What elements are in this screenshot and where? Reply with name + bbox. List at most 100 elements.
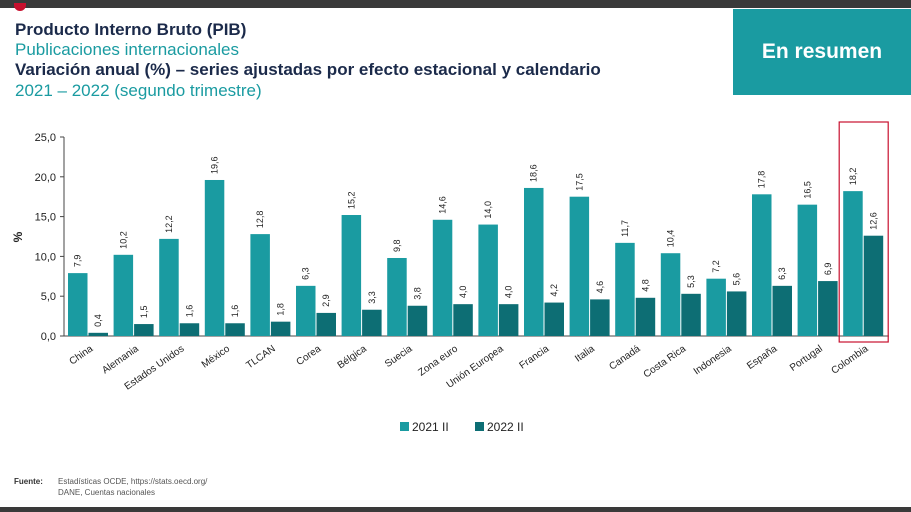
source-label: Fuente: xyxy=(14,477,43,486)
bar-2021 xyxy=(660,253,681,336)
category-label: China xyxy=(67,343,95,367)
data-label: 1,6 xyxy=(184,305,194,318)
category-label: Portugal xyxy=(788,343,825,373)
bar-2021 xyxy=(250,234,270,336)
category-label: TLCAN xyxy=(244,343,277,371)
data-label: 10,4 xyxy=(666,230,676,248)
data-label: 14,0 xyxy=(483,201,493,219)
category-label: México xyxy=(200,343,233,370)
bar-2022 xyxy=(362,309,382,336)
data-label: 4,0 xyxy=(458,286,468,299)
data-label: 12,6 xyxy=(868,212,878,230)
category-label: Corea xyxy=(295,343,324,368)
highlight-box xyxy=(838,121,889,343)
data-label: 9,8 xyxy=(392,239,402,252)
data-label: 12,8 xyxy=(255,211,265,229)
bar-2021 xyxy=(478,224,498,336)
bar-2022 xyxy=(818,281,838,336)
bar-2021 xyxy=(752,194,772,336)
bar-2021 xyxy=(432,219,453,336)
category-label: Canadá xyxy=(607,343,642,372)
bar-2022 xyxy=(270,321,291,336)
data-label: 1,5 xyxy=(139,306,149,319)
data-label: 5,3 xyxy=(686,275,696,288)
page-title: Producto Interno Bruto (PIB) xyxy=(15,20,247,39)
bar-2022 xyxy=(179,323,200,336)
category-label: España xyxy=(745,343,779,372)
bar-2021 xyxy=(204,179,225,336)
data-label: 16,5 xyxy=(802,181,812,199)
bar-2022 xyxy=(863,235,884,336)
source-line-2: DANE, Cuentas nacionales xyxy=(58,488,155,497)
category-label: Bélgica xyxy=(336,343,370,371)
category-label: Italia xyxy=(573,343,597,364)
data-label: 3,8 xyxy=(412,287,422,300)
data-label: 15,2 xyxy=(346,191,356,209)
data-label: 4,8 xyxy=(640,279,650,292)
legend-label: 2021 II xyxy=(412,420,449,434)
source-line-1: Estadísticas OCDE, https://stats.oecd.or… xyxy=(58,477,208,486)
header: Producto Interno Bruto (PIB) Publicacion… xyxy=(15,20,601,102)
category-label: Francia xyxy=(518,343,552,371)
y-tick-label: 0,0 xyxy=(41,331,56,343)
category-label: Costa Rica xyxy=(642,343,689,380)
y-tick-label: 20,0 xyxy=(35,172,56,184)
category-label: Indonesia xyxy=(692,343,734,377)
data-label: 17,8 xyxy=(757,171,767,189)
data-label: 18,6 xyxy=(529,164,539,182)
category-label: Colombia xyxy=(830,343,871,376)
data-label: 17,5 xyxy=(574,173,584,191)
bar-2022 xyxy=(544,302,564,336)
bar-2022 xyxy=(681,293,701,336)
summary-button[interactable]: En resumen xyxy=(733,9,911,95)
bar-2021 xyxy=(843,191,863,336)
bar-2021 xyxy=(68,273,88,336)
y-tick-label: 10,0 xyxy=(35,251,56,263)
data-label: 1,8 xyxy=(276,303,286,316)
logo-icon xyxy=(14,3,26,11)
bar-2022 xyxy=(498,304,519,336)
data-label: 0,4 xyxy=(93,314,103,327)
data-label: 14,6 xyxy=(438,196,448,214)
category-label: Zona euro xyxy=(416,343,460,378)
bar-2022 xyxy=(635,297,656,336)
data-label: 3,3 xyxy=(367,291,377,304)
bar-2021 xyxy=(296,285,316,336)
data-label: 2,9 xyxy=(321,294,331,307)
data-label: 11,7 xyxy=(620,220,630,237)
bar-2021 xyxy=(797,204,818,336)
category-label: Alemania xyxy=(100,343,141,376)
category-label: Suecia xyxy=(383,343,415,370)
bar-2021 xyxy=(524,187,544,336)
data-label: 4,6 xyxy=(595,281,605,294)
top-bar xyxy=(0,0,911,8)
data-label: 5,6 xyxy=(732,273,742,286)
bar-2021 xyxy=(341,215,362,336)
bar-2022 xyxy=(453,304,473,336)
page-subtitle: Publicaciones internacionales xyxy=(15,40,239,59)
bar-2021 xyxy=(569,196,590,336)
bar-2022 xyxy=(772,285,792,336)
data-label: 1,6 xyxy=(230,305,240,318)
legend-swatch xyxy=(400,422,409,431)
legend-swatch xyxy=(475,422,484,431)
y-tick-label: 25,0 xyxy=(35,132,56,144)
data-label: 18,2 xyxy=(848,168,858,186)
data-label: 10,2 xyxy=(118,231,128,249)
data-label: 12,2 xyxy=(164,215,174,233)
bar-2021 xyxy=(706,278,726,336)
bar-2022 xyxy=(726,291,747,336)
y-tick-label: 5,0 xyxy=(41,291,56,303)
data-label: 4,2 xyxy=(549,284,559,297)
bar-2021 xyxy=(113,254,134,336)
data-label: 6,3 xyxy=(301,267,311,280)
bottom-bar xyxy=(0,507,911,512)
y-tick-label: 15,0 xyxy=(35,212,56,224)
bar-2022 xyxy=(225,323,245,336)
data-label: 19,6 xyxy=(210,156,220,174)
data-label: 6,3 xyxy=(777,267,787,280)
bar-2022 xyxy=(134,324,154,336)
legend-label: 2022 II xyxy=(487,420,524,434)
data-label: 4,0 xyxy=(504,286,514,299)
